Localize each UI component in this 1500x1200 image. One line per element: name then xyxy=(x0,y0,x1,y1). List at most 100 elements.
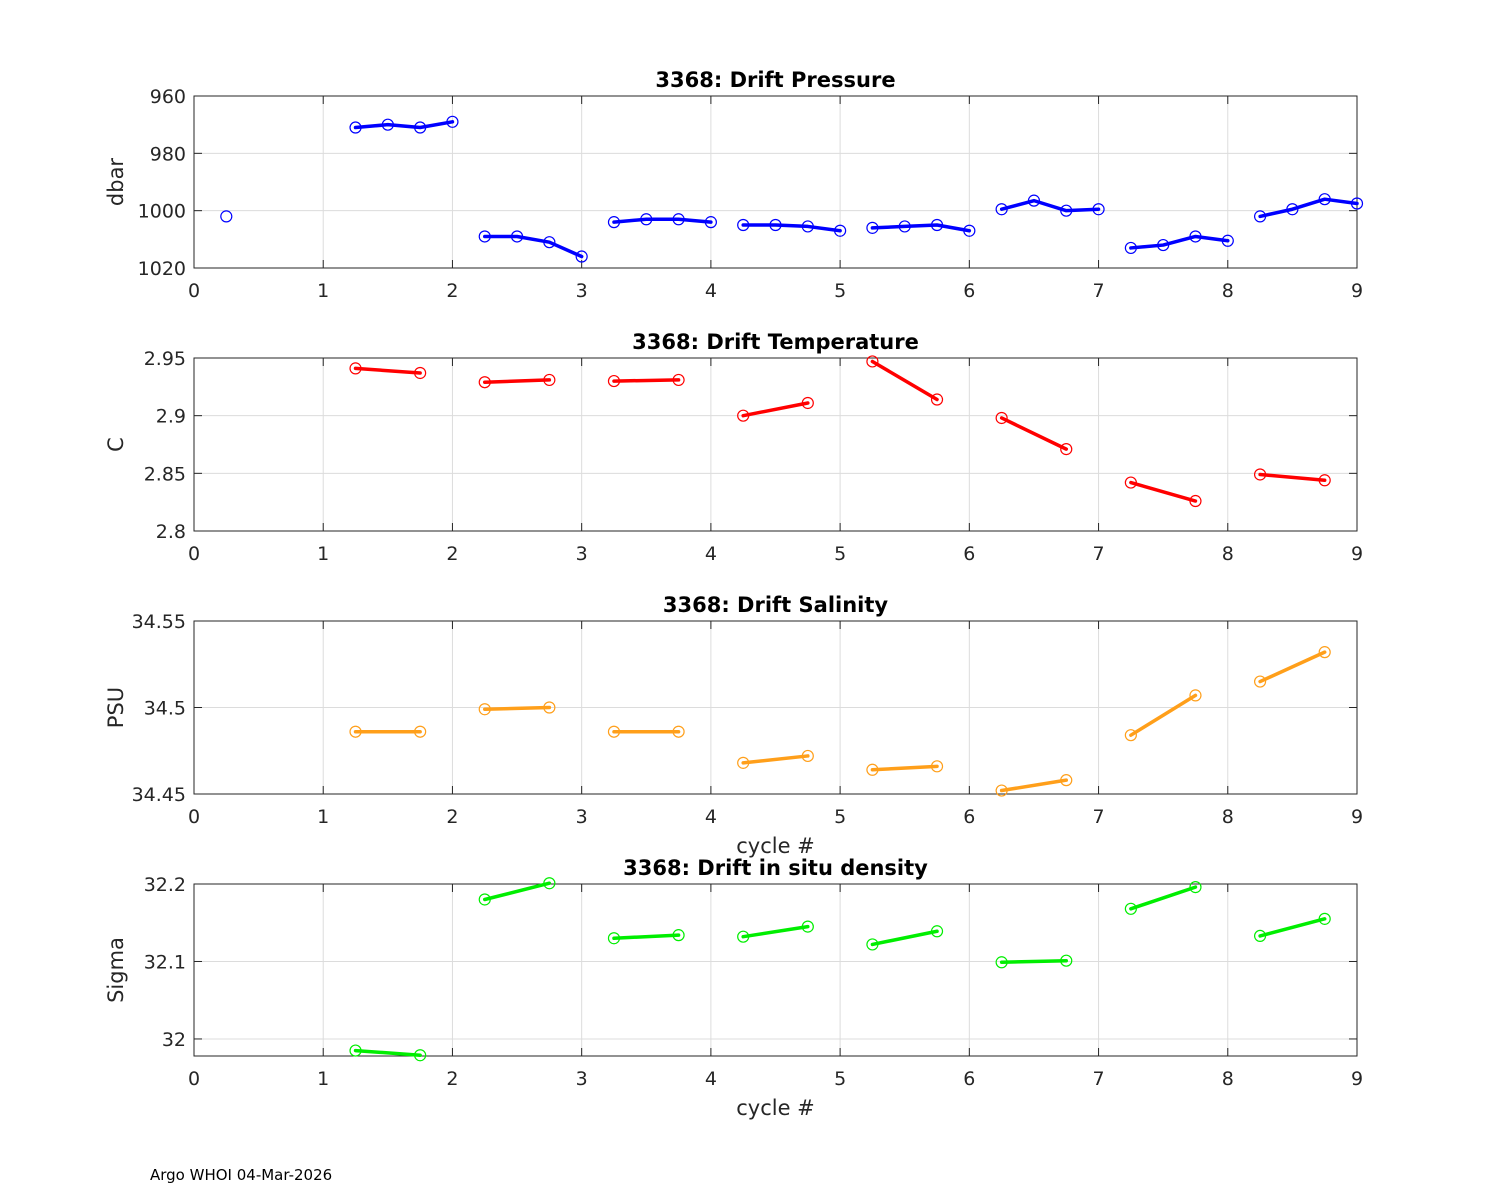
series-line xyxy=(1129,480,1198,503)
series-line xyxy=(741,223,842,233)
y-tick-label: 32.1 xyxy=(144,951,186,973)
data-point xyxy=(930,760,944,773)
chart-title: 3368: Drift Pressure xyxy=(655,68,895,92)
data-point xyxy=(995,956,1008,969)
series-line xyxy=(612,933,681,940)
data-point xyxy=(1060,954,1073,967)
data-point xyxy=(607,932,621,945)
x-tick-label: 2 xyxy=(446,543,458,565)
data-point xyxy=(1124,729,1137,742)
x-tick-label: 0 xyxy=(188,543,200,565)
x-tick-label: 6 xyxy=(963,1068,975,1090)
data-point xyxy=(1221,234,1234,247)
x-tick-label: 9 xyxy=(1351,1068,1363,1090)
x-tick-label: 3 xyxy=(576,1068,588,1090)
x-axis-label: cycle # xyxy=(736,834,815,858)
series-line xyxy=(741,924,810,939)
data-point xyxy=(737,409,750,422)
x-tick-label: 8 xyxy=(1222,280,1234,302)
data-point xyxy=(575,250,588,263)
data-point xyxy=(1189,880,1202,894)
data-point xyxy=(1124,902,1137,915)
series-line xyxy=(1258,197,1359,219)
data-point xyxy=(1027,194,1041,207)
x-tick-label: 4 xyxy=(705,543,717,565)
y-axis-label: dbar xyxy=(104,158,128,207)
x-tick-label: 5 xyxy=(834,806,846,828)
subplot-3: 0 1 2 3 4 5 6 7 8 9 34.45 34.5 34.55 3368: Drift Sali… xyxy=(104,593,1363,858)
data-point xyxy=(930,218,944,232)
data-point xyxy=(672,373,685,387)
series-line xyxy=(353,366,422,375)
series-line xyxy=(483,881,552,902)
series-line xyxy=(1258,917,1327,938)
data-point xyxy=(607,216,621,229)
subplot-1: 0 1 2 3 4 5 6 7 8 9 960 980 1000 1020 3368: Drift Pres… xyxy=(104,68,1364,302)
x-tick-label: 0 xyxy=(188,806,200,828)
data-point xyxy=(1060,443,1073,456)
data-point xyxy=(543,877,556,890)
x-tick-label: 6 xyxy=(963,543,975,565)
data-point xyxy=(995,411,1008,425)
y-tick-label: 2.8 xyxy=(156,521,186,543)
x-tick-label: 1 xyxy=(317,280,329,302)
series-line xyxy=(870,223,972,233)
data-point xyxy=(1253,675,1267,688)
plot-area xyxy=(194,884,1357,1056)
data-point xyxy=(737,218,750,232)
data-point xyxy=(737,756,750,769)
data-point xyxy=(1318,912,1331,925)
y-tick-label: 2.95 xyxy=(144,348,186,370)
data-point xyxy=(543,373,556,387)
series-line xyxy=(999,958,1068,965)
data-point xyxy=(1253,210,1267,223)
x-tick-label: 1 xyxy=(317,806,329,828)
data-point xyxy=(478,703,491,716)
data-point xyxy=(607,725,621,738)
data-point xyxy=(607,374,621,388)
x-tick-label: 4 xyxy=(705,280,717,302)
data-point xyxy=(414,366,427,380)
y-axis-label: Sigma xyxy=(104,937,128,1003)
data-point xyxy=(543,701,556,714)
data-point xyxy=(834,224,847,237)
series-line xyxy=(999,778,1068,793)
y-tick-label: 34.55 xyxy=(132,611,186,633)
series-line xyxy=(741,401,810,418)
x-axis-label: cycle # xyxy=(736,1096,815,1120)
x-tick-label: 9 xyxy=(1351,543,1363,565)
chart-title: 3368: Drift Salinity xyxy=(663,593,889,617)
x-tick-label: 8 xyxy=(1222,806,1234,828)
plot-area xyxy=(194,358,1357,531)
series-line xyxy=(1129,234,1230,250)
data-point xyxy=(866,221,879,234)
x-tick-label: 8 xyxy=(1222,1068,1234,1090)
data-point xyxy=(898,220,911,233)
data-point xyxy=(995,784,1008,797)
data-point xyxy=(510,230,524,243)
series-line xyxy=(1129,885,1198,911)
plot-area xyxy=(194,96,1357,268)
x-tick-label: 2 xyxy=(446,280,458,302)
x-tick-label: 9 xyxy=(1351,280,1363,302)
footer-stamp: Argo WHOI 04-Mar-2026 xyxy=(150,1166,333,1184)
data-point xyxy=(349,121,362,134)
y-tick-label: 980 xyxy=(150,143,186,165)
data-point xyxy=(478,376,491,389)
data-point xyxy=(866,355,879,368)
data-point xyxy=(801,220,814,233)
data-point xyxy=(1092,203,1105,216)
data-point xyxy=(1060,204,1073,217)
series-line xyxy=(612,378,681,383)
data-point xyxy=(349,1044,362,1057)
series-line xyxy=(1258,472,1327,483)
data-point xyxy=(1318,646,1331,659)
data-point xyxy=(414,1049,427,1062)
data-point xyxy=(381,118,394,131)
axes-box xyxy=(193,357,1358,532)
x-tick-label: 5 xyxy=(834,280,846,302)
series-line xyxy=(353,1048,422,1057)
y-axis-label: PSU xyxy=(104,687,128,728)
data-point xyxy=(220,210,233,223)
data-point xyxy=(995,203,1008,216)
